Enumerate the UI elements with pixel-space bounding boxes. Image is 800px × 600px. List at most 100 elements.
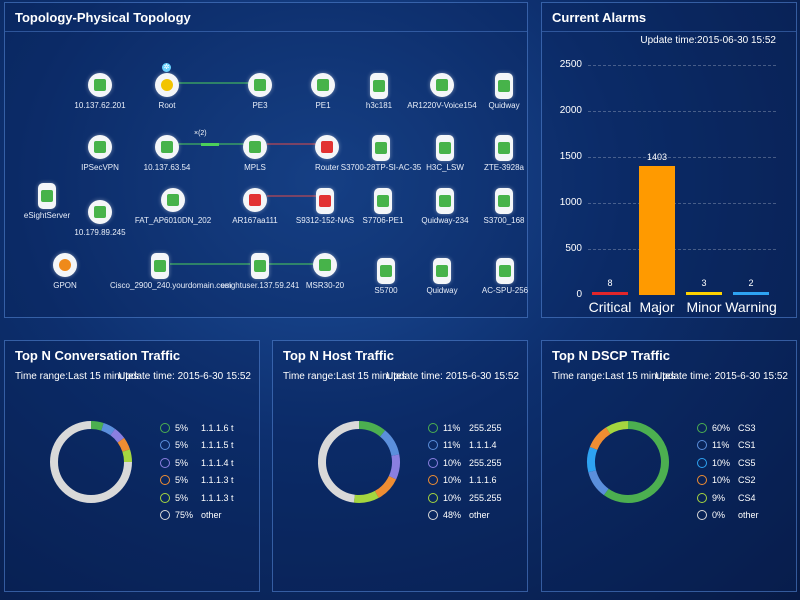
switch-green-icon	[374, 188, 392, 214]
legend-label: 255.255	[469, 457, 502, 468]
alarm-bar-critical[interactable]	[592, 292, 628, 295]
donut-segment[interactable]	[110, 428, 125, 443]
y-tick-label: 1500	[559, 151, 582, 162]
donut-segment[interactable]	[117, 437, 130, 452]
router-green-icon	[88, 200, 112, 224]
legend-item[interactable]: 60% CS3	[697, 419, 759, 437]
donut-segment[interactable]	[603, 421, 669, 503]
topology-node[interactable]: MPLS	[205, 135, 305, 185]
topology-node-label: 10.137.62.201	[74, 101, 126, 110]
legend-item[interactable]: 0% other	[697, 507, 759, 525]
router-green-icon	[243, 135, 267, 159]
legend-item[interactable]: 5% 1.1.1.4 t	[160, 454, 234, 472]
topology-node[interactable]: IPSecVPN	[50, 135, 150, 185]
topology-node[interactable]: eSightServer	[0, 183, 97, 233]
topology-node[interactable]: ZTE-3928a	[454, 135, 554, 185]
bar-value-label: 1403	[646, 151, 668, 162]
donut-segment[interactable]	[606, 421, 629, 435]
topology-node[interactable]: S3700_168	[454, 188, 554, 238]
legend-item[interactable]: 5% 1.1.1.3 t	[160, 472, 234, 490]
legend-swatch-icon	[160, 510, 170, 521]
topology-node[interactable]: Quidway	[392, 258, 492, 308]
legend-item[interactable]: 9% CS4	[697, 489, 759, 507]
topology-node[interactable]: ✲ Root	[117, 63, 217, 123]
topology-node[interactable]: PE3	[210, 73, 310, 123]
donut-segment[interactable]	[318, 421, 360, 503]
alarm-bar-major[interactable]	[639, 165, 675, 295]
topology-node[interactable]: S3700-28TP-SI-AC-35	[331, 135, 431, 185]
topology-node[interactable]: esightuser.137.59.241	[210, 253, 310, 303]
topology-node[interactable]: GPON	[15, 253, 115, 303]
legend-item[interactable]: 10% 255.255	[428, 489, 502, 507]
dscp-update-time: Update time: 2015-6-30 15:52	[655, 371, 788, 382]
legend-label: 255.255	[469, 492, 502, 503]
link-badge: ×(2)	[194, 130, 207, 137]
topology-node-label: h3c181	[365, 101, 393, 110]
legend-item[interactable]: 5% 1.1.1.5 t	[160, 437, 234, 455]
legend-percent: 11%	[443, 422, 461, 433]
topology-node-label: Router	[314, 163, 339, 172]
top-n-dscp-panel: Top N DSCP Traffic Time range:Last 15 mi…	[541, 340, 797, 592]
legend-label: 1.1.1.3 t	[201, 475, 234, 486]
topology-node[interactable]: Quidway-234	[395, 188, 495, 238]
topology-node[interactable]: S9312-152-NAS	[275, 188, 375, 238]
donut-segment[interactable]	[379, 430, 400, 457]
legend-label: other	[469, 510, 490, 521]
x-category-label: Warning	[725, 299, 777, 315]
root-icon	[155, 73, 179, 97]
topology-node[interactable]: 10.179.89.245	[50, 200, 150, 250]
topology-node-label: H3C_LSW	[426, 163, 464, 172]
topology-node[interactable]: AR167aa111	[205, 188, 305, 238]
topology-node[interactable]: Cisco_2900_240.yourdomain.com	[110, 253, 231, 303]
switch-red-icon	[316, 188, 334, 214]
donut-segment[interactable]	[587, 446, 598, 473]
donut-segment[interactable]	[388, 454, 400, 480]
conversation-title: Top N Conversation Traffic	[15, 348, 181, 363]
topology-node[interactable]: Quidway	[454, 73, 554, 123]
donut-segment[interactable]	[589, 427, 611, 451]
donut-segment[interactable]	[588, 470, 609, 496]
legend-item[interactable]: 5% 1.1.1.6 t	[160, 419, 234, 437]
switch-green-icon	[495, 73, 513, 99]
donut-segment[interactable]	[374, 475, 397, 498]
topology-node[interactable]: h3c181	[329, 73, 429, 123]
legend-label: 1.1.1.4 t	[201, 457, 234, 468]
topology-node[interactable]: FAT_AP6010DN_202	[123, 188, 223, 238]
legend-percent: 11%	[443, 440, 461, 451]
legend-item[interactable]: 11% 255.255	[428, 419, 502, 437]
donut-segment[interactable]	[358, 421, 386, 437]
legend-item[interactable]: 5% 1.1.1.3 t	[160, 489, 234, 507]
donut-segment[interactable]	[122, 449, 132, 463]
legend-item[interactable]: 75% other	[160, 507, 234, 525]
topology-node[interactable]: S5700	[336, 258, 436, 308]
legend-item[interactable]: 11% CS1	[697, 437, 759, 455]
legend-percent: 10%	[443, 457, 462, 468]
alarm-bar-warning[interactable]	[733, 292, 769, 295]
router-green-icon	[88, 73, 112, 97]
legend-item[interactable]: 10% 255.255	[428, 454, 502, 472]
host-time-range: Time range:Last 15 minutes	[283, 371, 407, 382]
donut-segment[interactable]	[90, 421, 104, 431]
donut-segment[interactable]	[101, 423, 116, 436]
legend-item[interactable]: 11% 1.1.1.4	[428, 437, 502, 455]
topology-node[interactable]: MSR30-20	[275, 253, 375, 303]
gridline	[588, 203, 776, 204]
donut-segment[interactable]	[353, 490, 379, 503]
topology-node[interactable]: 10.137.63.54	[117, 135, 217, 185]
topology-node[interactable]: 10.137.62.201	[50, 73, 150, 123]
topology-node[interactable]: AR1220V-Voice154	[392, 73, 492, 123]
alarm-bar-minor[interactable]	[686, 292, 722, 295]
legend-swatch-icon	[160, 492, 170, 503]
legend-item[interactable]: 48% other	[428, 507, 502, 525]
donut-segment[interactable]	[50, 421, 132, 503]
topology-node[interactable]: AC-SPU-256	[455, 258, 555, 308]
topology-node[interactable]: PE1	[273, 73, 373, 123]
legend-label: 1.1.1.5 t	[201, 440, 234, 451]
legend-item[interactable]: 10% 1.1.1.6	[428, 472, 502, 490]
switch-green-icon	[433, 258, 451, 284]
legend-item[interactable]: 10% CS2	[697, 472, 759, 490]
topology-node[interactable]: Router	[277, 135, 377, 185]
topology-node[interactable]: S7706-PE1	[333, 188, 433, 238]
topology-node[interactable]: H3C_LSW	[395, 135, 495, 185]
legend-item[interactable]: 10% CS5	[697, 454, 759, 472]
